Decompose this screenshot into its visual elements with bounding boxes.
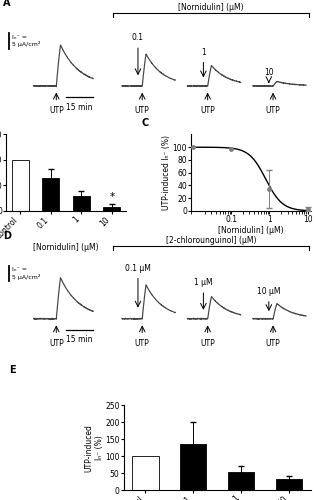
Bar [276,479,302,490]
Text: UTP: UTP [49,106,64,116]
Bar [228,472,254,490]
Text: *: * [109,192,114,202]
Text: C: C [141,118,148,128]
Text: UTP: UTP [266,339,281,348]
Text: UTP: UTP [135,106,150,116]
Text: A: A [3,0,11,8]
Text: UTP: UTP [200,106,215,116]
Text: 0.1 μM: 0.1 μM [125,264,151,273]
Text: UTP: UTP [49,339,64,348]
Text: D: D [3,231,11,241]
Text: [Nornidulin] (μM): [Nornidulin] (μM) [178,3,244,12]
Text: 10: 10 [264,68,274,76]
Text: 15 min: 15 min [67,102,93,112]
Y-axis label: UTP-induced
Iₙ⁻ (%): UTP-induced Iₙ⁻ (%) [84,424,104,472]
X-axis label: [Nornidulin] (μM): [Nornidulin] (μM) [33,242,99,252]
Text: 1: 1 [201,48,206,57]
Text: 15 min: 15 min [67,336,93,344]
Bar [12,160,29,211]
Text: Iₙ⁻ =
5 μA/cm²: Iₙ⁻ = 5 μA/cm² [12,267,41,280]
Text: UTP: UTP [266,106,281,116]
Y-axis label: UTP-induced Iₙ⁻ (%): UTP-induced Iₙ⁻ (%) [162,135,171,210]
Bar [42,178,59,211]
Text: [2-chlorounguinol] (μM): [2-chlorounguinol] (μM) [166,236,256,244]
Bar [132,456,158,490]
Text: UTP: UTP [135,339,150,348]
Bar [103,207,120,211]
Text: UTP: UTP [200,339,215,348]
Text: 10 μM: 10 μM [257,287,281,296]
Bar [180,444,206,490]
Text: E: E [10,366,16,376]
X-axis label: [Nornidulin] (μM): [Nornidulin] (μM) [218,226,284,234]
Text: 0.1: 0.1 [132,34,144,42]
Bar [73,196,90,211]
Text: 1 μM: 1 μM [194,278,213,287]
Text: Iₙ⁻ =
5 μA/cm²: Iₙ⁻ = 5 μA/cm² [12,35,41,48]
